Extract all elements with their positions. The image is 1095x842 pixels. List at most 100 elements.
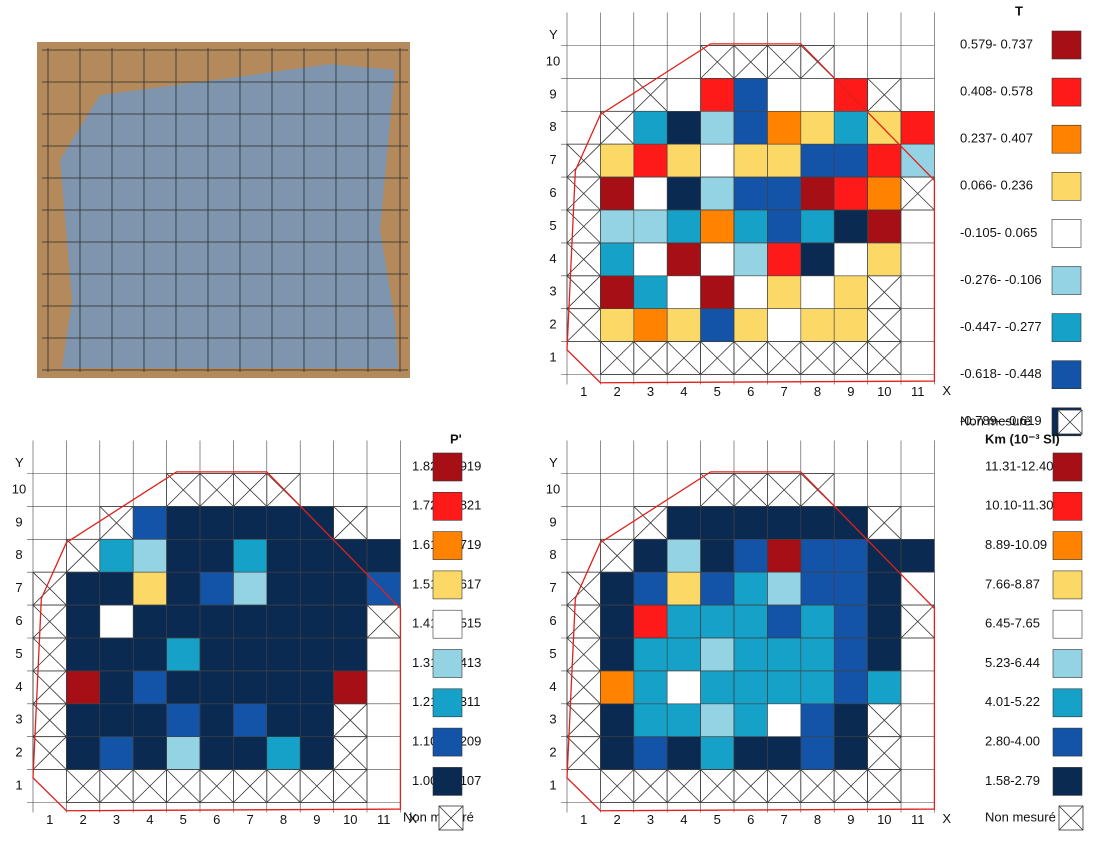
cell [600, 703, 635, 737]
y-tick-label: 9 [15, 514, 22, 529]
cell [666, 670, 701, 705]
cell [199, 604, 234, 639]
cell [333, 539, 368, 573]
cell [700, 571, 735, 606]
cell [633, 637, 668, 672]
cell-unmeasured [700, 45, 735, 79]
cell-unmeasured-diag [333, 736, 368, 770]
cell-unmeasured-diag [633, 506, 668, 540]
cell [800, 242, 835, 277]
cell [700, 275, 735, 309]
cell-unmeasured-diag [700, 473, 735, 507]
cell [633, 736, 668, 770]
cell-unmeasured [733, 769, 768, 803]
legend-swatch [1051, 172, 1082, 201]
legend-label: 2.80-4.00 [985, 734, 1040, 749]
cell-unmeasured-diag [867, 78, 902, 112]
cell [900, 539, 935, 573]
cell [800, 539, 835, 573]
cell [199, 571, 234, 606]
y-tick-label: 6 [15, 613, 22, 628]
cell-unmeasured [32, 736, 67, 771]
cell-unmeasured-diag [800, 45, 835, 79]
cell [700, 176, 735, 211]
legend-swatch [432, 491, 463, 521]
cell-unmeasured [333, 505, 368, 540]
cell [600, 143, 635, 178]
cell [767, 111, 802, 145]
cell-unmeasured [566, 176, 601, 211]
legend-label: 11.31-12.40 [985, 458, 1053, 473]
cell-unmeasured [733, 341, 768, 375]
cell-unmeasured [867, 308, 902, 343]
cell [700, 506, 735, 540]
cell-unmeasured-diag [600, 539, 635, 573]
cell [666, 176, 701, 211]
y-tick-label: 4 [549, 679, 556, 694]
x-tick-label: 10 [877, 384, 891, 399]
cell [700, 604, 735, 639]
cell-unmeasured [32, 703, 67, 738]
cell-unmeasured-diag [700, 45, 735, 79]
legend-label: 0.408- 0.578 [960, 84, 1033, 99]
cell [700, 670, 735, 705]
legend-swatch-diag [438, 805, 464, 831]
cell [700, 736, 735, 770]
cell [99, 736, 134, 770]
cell [99, 703, 134, 737]
cell [166, 571, 201, 606]
specimen-photo [37, 42, 410, 378]
x-tick-label: 7 [780, 384, 787, 399]
specimen-outline [566, 43, 936, 384]
y-tick-label: 1 [549, 777, 556, 792]
cell [733, 275, 768, 309]
x-tick-label: 5 [714, 812, 721, 827]
cell [800, 670, 835, 705]
cell [600, 209, 635, 244]
cell [166, 506, 201, 540]
cell-unmeasured [800, 341, 835, 375]
cell-unmeasured-diag [767, 769, 802, 803]
legend-label: -0.105- 0.065 [960, 225, 1037, 240]
y-tick-label: 9 [549, 514, 556, 529]
cell [66, 703, 101, 737]
cell [833, 703, 868, 737]
cell-unmeasured [600, 110, 635, 145]
cell-unmeasured-diag [867, 703, 902, 737]
cell-unmeasured [333, 769, 368, 803]
y-tick-label: 8 [15, 547, 22, 562]
cell-unmeasured [700, 341, 735, 375]
cell-unmeasured-diag [199, 473, 234, 507]
cell-unmeasured [32, 670, 67, 705]
cell [767, 275, 802, 309]
cell-unmeasured [600, 538, 635, 573]
cell [600, 571, 635, 606]
cell-unmeasured [333, 736, 368, 771]
y-tick-label: 5 [549, 218, 556, 233]
cell [299, 539, 334, 573]
legend-label: Non mesuré [960, 413, 1031, 428]
cell [867, 242, 902, 277]
y-tick-label: 6 [549, 613, 556, 628]
legend-swatch [1051, 313, 1082, 342]
cell [733, 111, 768, 145]
legend-label: -0.618- -0.448 [960, 366, 1042, 381]
legend-swatch [1057, 409, 1083, 435]
cell-unmeasured-diag [633, 341, 668, 375]
cell [633, 275, 668, 309]
cell-unmeasured [867, 769, 902, 803]
cell-unmeasured [32, 571, 67, 606]
cell [700, 539, 735, 573]
cell [733, 242, 768, 277]
cell-unmeasured-diag [633, 78, 668, 112]
cell-unmeasured [900, 176, 935, 211]
cell-unmeasured-diag [566, 571, 601, 606]
x-axis-label: X [942, 811, 951, 826]
cell [600, 670, 635, 705]
x-tick-label: 2 [79, 812, 86, 827]
y-axis-label: Y [549, 27, 558, 42]
cell-unmeasured-diag [233, 473, 268, 507]
cell-unmeasured-diag [99, 769, 134, 803]
cell [99, 637, 134, 672]
cell-unmeasured [32, 604, 67, 639]
